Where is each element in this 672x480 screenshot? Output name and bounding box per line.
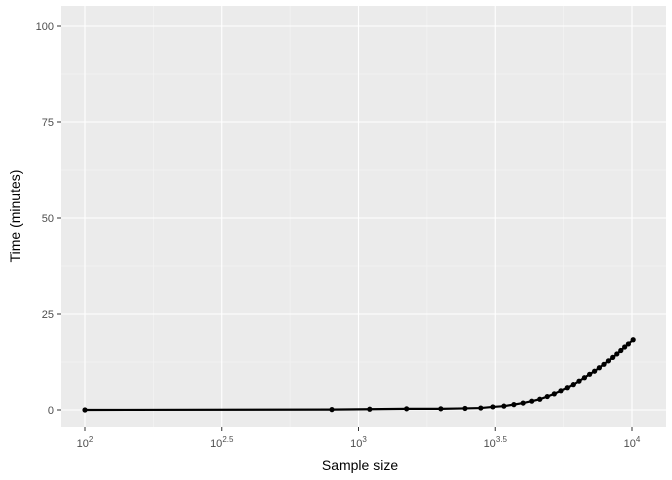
data-points xyxy=(82,337,636,413)
x-tick-exponent: 2 xyxy=(89,435,94,444)
data-point xyxy=(529,398,535,404)
data-point xyxy=(82,407,88,413)
x-axis-title: Sample size xyxy=(322,457,398,473)
data-point xyxy=(587,371,593,377)
x-tick-base: 10 xyxy=(484,438,496,450)
data-point xyxy=(367,406,373,412)
data-point xyxy=(596,365,603,371)
data-point xyxy=(520,400,526,406)
data-point xyxy=(630,337,636,343)
y-tick-label: 75 xyxy=(42,117,54,129)
data-point xyxy=(478,405,484,411)
data-point xyxy=(404,406,410,412)
data-point xyxy=(581,375,588,381)
x-tick-exponent: 3.5 xyxy=(496,435,508,444)
axis-ticks xyxy=(57,25,633,431)
x-tick-exponent: 3 xyxy=(362,435,367,444)
y-tick-label: 100 xyxy=(36,21,54,33)
data-point xyxy=(490,404,496,410)
data-point xyxy=(625,341,631,347)
data-point xyxy=(501,403,507,409)
x-tick-exponent: 4 xyxy=(636,435,641,444)
data-point xyxy=(614,351,620,357)
data-point xyxy=(601,361,607,367)
y-tick-labels: 0 25 50 75 100 xyxy=(36,21,54,417)
data-point xyxy=(570,382,576,388)
data-point xyxy=(610,354,616,360)
plot-panel xyxy=(61,6,666,427)
data-point xyxy=(576,378,582,384)
x-tick-labels: 102 102.5 103 103.5 104 xyxy=(77,435,641,450)
data-point xyxy=(438,406,444,412)
x-tick-base: 10 xyxy=(210,438,222,450)
data-point xyxy=(592,368,598,374)
x-tick-label: 103 xyxy=(350,435,367,450)
data-point xyxy=(605,358,612,364)
y-tick-label: 0 xyxy=(48,405,54,417)
data-point xyxy=(329,407,335,413)
data-point xyxy=(544,393,550,400)
x-tick-base: 10 xyxy=(350,438,362,450)
data-point xyxy=(537,396,543,402)
data-point xyxy=(558,388,564,394)
x-tick-base: 10 xyxy=(77,438,89,450)
x-tick-label: 104 xyxy=(624,435,641,450)
x-tick-base: 10 xyxy=(624,438,636,450)
grid-minor xyxy=(61,6,666,427)
x-tick-label: 102.5 xyxy=(210,435,234,450)
y-axis-title: Time (minutes) xyxy=(7,170,23,263)
data-point xyxy=(462,405,468,412)
x-tick-label: 103.5 xyxy=(484,435,508,450)
y-tick-label: 50 xyxy=(42,213,54,225)
data-point xyxy=(564,385,570,391)
data-point xyxy=(551,391,557,397)
data-point xyxy=(511,402,517,408)
x-tick-exponent: 2.5 xyxy=(222,435,234,444)
data-point xyxy=(618,347,624,354)
data-point xyxy=(622,344,628,350)
y-tick-label: 25 xyxy=(42,309,54,321)
x-tick-label: 102 xyxy=(77,435,94,450)
